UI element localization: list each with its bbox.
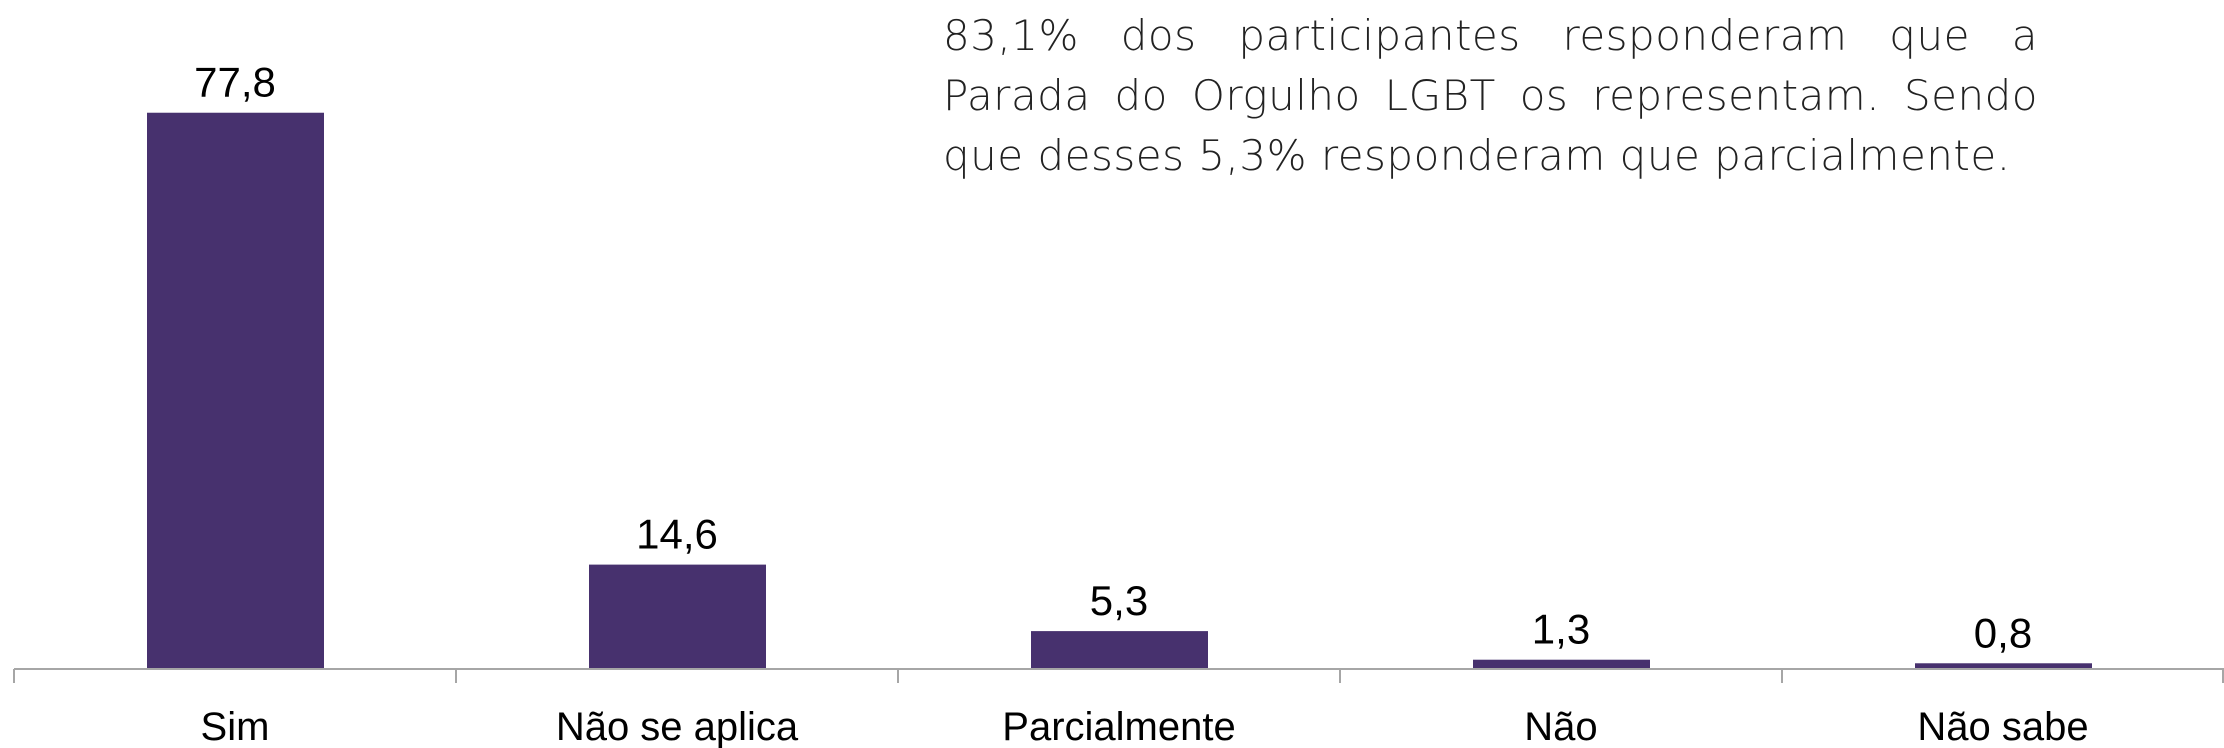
x-tick-label: Sim (201, 705, 270, 748)
x-tick-label: Não sabe (1917, 705, 2088, 748)
bar (1473, 659, 1650, 669)
bar (589, 564, 766, 669)
x-tick-label: Não (1524, 705, 1597, 748)
x-tick-label: Não se aplica (556, 705, 799, 748)
bar (1915, 663, 2092, 669)
annotation: 83,1% dos participantes responderam que … (943, 11, 2038, 180)
value-label: 1,3 (1532, 606, 1590, 653)
value-label: 0,8 (1974, 609, 2032, 656)
value-label: 77,8 (194, 59, 276, 106)
value-label: 14,6 (636, 511, 718, 558)
bar (1031, 631, 1208, 669)
value-label: 5,3 (1090, 577, 1148, 624)
x-tick-label: Parcialmente (1002, 705, 1235, 748)
bar (147, 112, 324, 670)
